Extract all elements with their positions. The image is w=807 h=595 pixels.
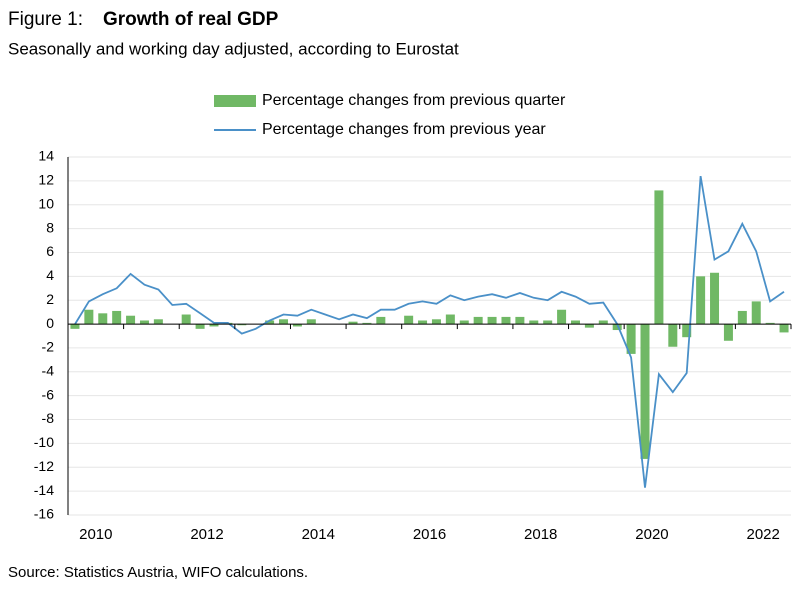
bar [682, 324, 692, 338]
x-tick-label: 2016 [413, 526, 446, 543]
bar [70, 324, 80, 329]
legend-label: Percentage changes from previous year [262, 121, 546, 138]
bar [612, 324, 622, 331]
x-tick-label: 2014 [302, 526, 335, 543]
y-tick-label: -14 [34, 482, 54, 498]
bar [306, 319, 316, 325]
bar [710, 272, 720, 325]
bar [515, 316, 525, 325]
bar [723, 324, 733, 341]
y-tick-label: -4 [42, 363, 55, 379]
bar [431, 319, 441, 325]
y-tick-label: 8 [46, 219, 54, 235]
bar [279, 319, 289, 325]
bar [362, 322, 372, 325]
y-tick-label: -8 [42, 410, 55, 426]
x-tick-label: 2018 [524, 526, 557, 543]
bar [376, 316, 386, 325]
chart-title: Growth of real GDP [103, 9, 279, 30]
x-tick-label: 2010 [79, 526, 112, 543]
x-tick-label: 2012 [190, 526, 223, 543]
bar [570, 320, 580, 325]
line [74, 175, 785, 488]
bar [292, 324, 302, 327]
y-tick-label: 0 [46, 315, 54, 331]
y-tick-label: 2 [46, 291, 54, 307]
bar [487, 316, 497, 325]
y-tick-label: -10 [34, 434, 54, 450]
bar [459, 320, 469, 325]
bar [668, 324, 678, 347]
bar [195, 324, 205, 329]
y-tick-label: -2 [42, 339, 55, 355]
bar [696, 276, 706, 325]
chart-subtitle: Seasonally and working day adjusted, acc… [8, 39, 459, 58]
y-tick-label: -12 [34, 458, 54, 474]
bar [737, 310, 747, 325]
bar [348, 321, 358, 325]
y-tick-label: 6 [46, 243, 54, 259]
bar [654, 190, 664, 325]
y-tick-label: 4 [46, 267, 54, 283]
source-note: Source: Statistics Austria, WIFO calcula… [8, 564, 308, 581]
bar [98, 313, 108, 325]
bar [418, 320, 428, 325]
bar [112, 310, 122, 325]
bar [640, 324, 650, 459]
figure-label: Figure 1: [8, 9, 83, 30]
bar [765, 322, 775, 325]
y-tick-label: 12 [38, 172, 54, 188]
y-tick-label: -16 [34, 506, 54, 522]
bar [126, 315, 136, 325]
bar [557, 309, 567, 325]
bar [237, 324, 247, 326]
y-tick-label: -6 [42, 386, 55, 402]
bar [265, 320, 275, 325]
bar [751, 301, 761, 325]
bar [139, 320, 149, 325]
bar [529, 320, 539, 325]
bar [209, 324, 219, 327]
bar [153, 319, 163, 325]
bar [445, 314, 455, 325]
bar [473, 316, 483, 325]
bar [626, 324, 636, 354]
bar [584, 324, 594, 328]
y-tick-label: 10 [38, 195, 54, 211]
legend-swatch [214, 95, 256, 107]
bar [501, 316, 511, 325]
bar [181, 314, 191, 325]
bar [84, 309, 94, 325]
legend-label: Percentage changes from previous quarter [262, 92, 566, 109]
bar [404, 315, 414, 325]
bar [543, 320, 553, 325]
bar [598, 320, 608, 325]
x-tick-label: 2020 [635, 526, 668, 543]
x-tick-label: 2022 [747, 526, 780, 543]
y-tick-label: 14 [38, 148, 54, 164]
bar [779, 324, 789, 333]
